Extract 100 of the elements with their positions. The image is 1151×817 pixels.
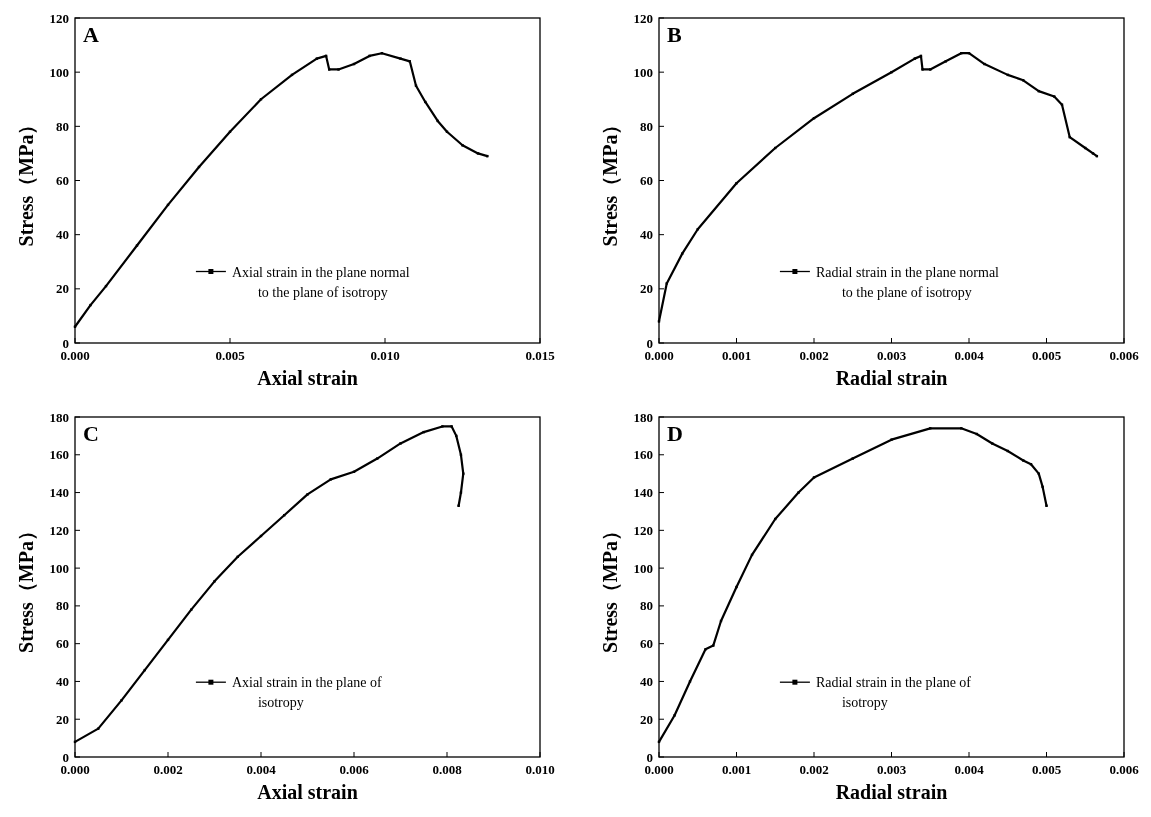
point xyxy=(960,427,963,430)
y-tick-label: 120 xyxy=(49,522,69,538)
x-tick-label: 0.005 xyxy=(1031,348,1062,363)
point xyxy=(665,282,668,285)
annotation: B xyxy=(667,22,682,47)
y-tick-label: 120 xyxy=(49,10,69,26)
y-tick-label: 20 xyxy=(640,711,653,727)
legend: Axial strain in the plane of isotropy xyxy=(195,675,382,711)
y-tick-label: 20 xyxy=(56,281,69,297)
y-tick-label: 20 xyxy=(56,711,69,727)
point xyxy=(735,585,738,589)
legend-label: Radial strain in the plane normal to the plane of isotropy xyxy=(815,264,1000,300)
legend: Radial strain in the plane of isotropy xyxy=(779,675,972,711)
point xyxy=(1041,485,1044,489)
point xyxy=(424,100,427,104)
y-tick-label: 100 xyxy=(633,64,653,80)
legend-label: Axial strain in the plane of isotropy xyxy=(231,675,382,711)
point xyxy=(1091,152,1095,155)
point xyxy=(890,70,893,74)
x-axis-title: Radial strain xyxy=(835,367,948,389)
x-tick-label: 0.008 xyxy=(432,762,463,777)
y-tick-label: 100 xyxy=(49,560,69,576)
x-tick-label: 0.002 xyxy=(799,348,829,363)
x-tick-label: 0.004 xyxy=(954,348,985,363)
x-tick-label: 0.010 xyxy=(370,348,400,363)
y-tick-label: 60 xyxy=(56,636,69,652)
point xyxy=(315,57,318,60)
point xyxy=(657,320,661,323)
point xyxy=(337,68,340,71)
x-tick-label: 0.003 xyxy=(876,762,907,777)
point xyxy=(368,54,371,58)
x-tick-label: 0.003 xyxy=(876,348,907,363)
y-tick-label: 0 xyxy=(62,335,69,351)
point xyxy=(476,152,480,155)
y-tick-label: 160 xyxy=(633,447,653,463)
y-tick-label: 0 xyxy=(62,749,69,765)
y-tick-label: 140 xyxy=(633,485,653,501)
x-tick-label: 0.000 xyxy=(60,762,90,777)
point xyxy=(929,427,932,430)
y-tick-label: 20 xyxy=(640,281,653,297)
legend: Radial strain in the plane normal to the plane of isotropy xyxy=(779,264,1000,300)
x-tick-label: 0.015 xyxy=(525,348,556,363)
point xyxy=(441,425,444,428)
legend-label: Axial strain in the plane normal to the plane of isotropy xyxy=(231,264,410,300)
x-tick-label: 0.000 xyxy=(644,762,674,777)
y-tick-label: 180 xyxy=(49,409,69,425)
x-tick-label: 0.004 xyxy=(954,762,985,777)
x-tick-label: 0.000 xyxy=(60,348,90,363)
point xyxy=(797,491,800,494)
y-tick-label: 0 xyxy=(646,335,653,351)
y-tick-label: 40 xyxy=(640,673,653,689)
y-tick-label: 180 xyxy=(633,409,653,425)
y-axis-title: Stress（MPa） xyxy=(599,521,621,653)
annotation: A xyxy=(83,22,99,47)
annotation: D xyxy=(667,421,683,446)
x-tick-label: 0.002 xyxy=(799,762,829,777)
point xyxy=(735,182,738,185)
y-tick-label: 60 xyxy=(640,636,653,652)
y-tick-label: 80 xyxy=(56,118,69,134)
point xyxy=(89,303,92,307)
legend-label: Radial strain in the plane of isotropy xyxy=(815,675,972,711)
y-tick-label: 40 xyxy=(640,227,653,243)
y-tick-label: 0 xyxy=(646,749,653,765)
point xyxy=(457,504,460,507)
y-tick-label: 60 xyxy=(56,173,69,188)
y-tick-label: 80 xyxy=(56,598,69,614)
y-tick-label: 80 xyxy=(640,598,653,614)
point xyxy=(135,244,139,247)
annotation: C xyxy=(83,421,99,446)
point xyxy=(913,57,916,60)
y-axis-title: Stress（MPa） xyxy=(15,521,37,653)
x-tick-label: 0.000 xyxy=(644,348,674,363)
point xyxy=(921,68,924,71)
point xyxy=(1060,103,1064,106)
y-axis-title: Stress（MPa） xyxy=(599,114,621,247)
point xyxy=(1045,504,1048,507)
x-tick-label: 0.001 xyxy=(721,348,752,363)
x-axis-title: Axial strain xyxy=(257,367,358,389)
point xyxy=(812,476,816,479)
y-tick-label: 120 xyxy=(633,522,653,538)
legend: Axial strain in the plane normal to the plane of isotropy xyxy=(195,264,410,300)
point xyxy=(688,680,692,683)
y-tick-label: 100 xyxy=(49,64,69,80)
y-tick-label: 160 xyxy=(49,447,69,463)
y-tick-label: 40 xyxy=(56,673,69,689)
x-tick-label: 0.005 xyxy=(215,348,246,363)
x-tick-label: 0.004 xyxy=(246,762,277,777)
x-tick-label: 0.006 xyxy=(1109,762,1140,777)
x-tick-label: 0.005 xyxy=(1031,762,1062,777)
y-tick-label: 40 xyxy=(56,227,69,243)
point xyxy=(459,491,463,494)
y-tick-label: 100 xyxy=(633,560,653,576)
x-tick-label: 0.006 xyxy=(339,762,370,777)
y-tick-label: 140 xyxy=(49,485,69,501)
point xyxy=(455,434,458,438)
x-axis-title: Axial strain xyxy=(257,781,358,803)
y-tick-label: 120 xyxy=(633,10,653,26)
x-tick-label: 0.010 xyxy=(525,762,555,777)
point xyxy=(486,154,489,158)
x-tick-label: 0.001 xyxy=(721,762,752,777)
